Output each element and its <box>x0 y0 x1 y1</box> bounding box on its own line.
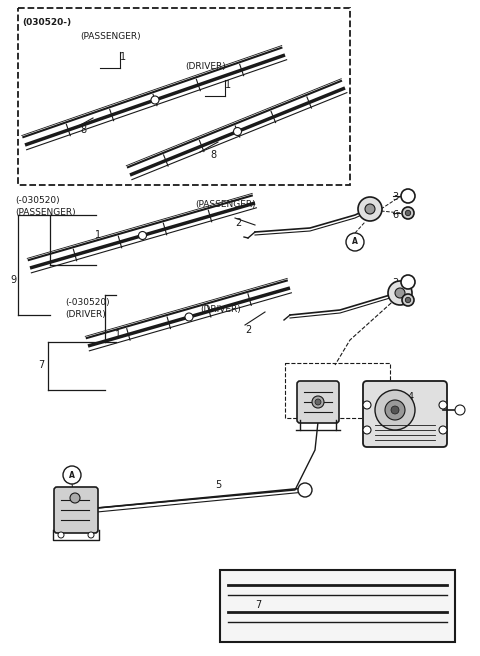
Circle shape <box>358 197 382 221</box>
Circle shape <box>401 189 415 203</box>
Circle shape <box>70 493 80 503</box>
Text: A: A <box>69 470 75 480</box>
Text: A: A <box>352 237 358 247</box>
Circle shape <box>385 400 405 420</box>
Circle shape <box>405 211 411 216</box>
Circle shape <box>388 281 412 305</box>
Circle shape <box>151 96 159 104</box>
Text: (030520-): (030520-) <box>22 18 71 27</box>
Text: 6: 6 <box>392 210 398 220</box>
Circle shape <box>391 406 399 414</box>
Circle shape <box>233 127 241 136</box>
Text: (DRIVER): (DRIVER) <box>200 305 241 314</box>
Text: (DRIVER): (DRIVER) <box>65 310 106 319</box>
Text: 6: 6 <box>392 296 398 306</box>
Circle shape <box>401 275 415 289</box>
Text: 7: 7 <box>255 600 261 610</box>
Circle shape <box>439 401 447 409</box>
Text: 1: 1 <box>95 230 101 240</box>
Text: 9: 9 <box>10 275 16 285</box>
Circle shape <box>402 294 414 306</box>
Circle shape <box>346 233 364 251</box>
Text: (PASSENGER): (PASSENGER) <box>80 32 141 41</box>
Text: 3: 3 <box>392 278 398 288</box>
Text: 3: 3 <box>392 192 398 202</box>
Text: 1: 1 <box>115 330 121 340</box>
Text: 8: 8 <box>210 150 216 160</box>
Circle shape <box>363 401 371 409</box>
FancyBboxPatch shape <box>220 570 455 642</box>
Circle shape <box>63 466 81 484</box>
Circle shape <box>315 399 321 405</box>
Text: 1: 1 <box>225 80 231 90</box>
Circle shape <box>375 390 415 430</box>
Text: (-030520): (-030520) <box>65 298 109 307</box>
FancyBboxPatch shape <box>54 487 98 533</box>
Text: (PASSENGER): (PASSENGER) <box>15 208 76 217</box>
FancyBboxPatch shape <box>297 381 339 423</box>
Circle shape <box>139 232 146 239</box>
Circle shape <box>402 207 414 219</box>
Circle shape <box>185 313 193 321</box>
Text: (DRIVER): (DRIVER) <box>185 62 226 71</box>
Circle shape <box>405 297 411 302</box>
Circle shape <box>395 288 405 298</box>
Text: 2: 2 <box>245 325 251 335</box>
Text: 5: 5 <box>215 480 221 490</box>
Circle shape <box>298 483 312 497</box>
Circle shape <box>455 405 465 415</box>
Text: 1: 1 <box>120 52 126 62</box>
Circle shape <box>88 532 94 538</box>
Text: 4: 4 <box>408 392 414 402</box>
Text: (PASSENGER): (PASSENGER) <box>195 200 256 209</box>
Circle shape <box>439 426 447 434</box>
Text: 8: 8 <box>80 125 86 135</box>
Text: (-030520): (-030520) <box>15 196 60 205</box>
Circle shape <box>58 532 64 538</box>
Circle shape <box>365 204 375 214</box>
FancyBboxPatch shape <box>363 381 447 447</box>
Text: 7: 7 <box>38 360 44 370</box>
Circle shape <box>312 396 324 408</box>
Text: 2: 2 <box>235 218 241 228</box>
Circle shape <box>363 426 371 434</box>
